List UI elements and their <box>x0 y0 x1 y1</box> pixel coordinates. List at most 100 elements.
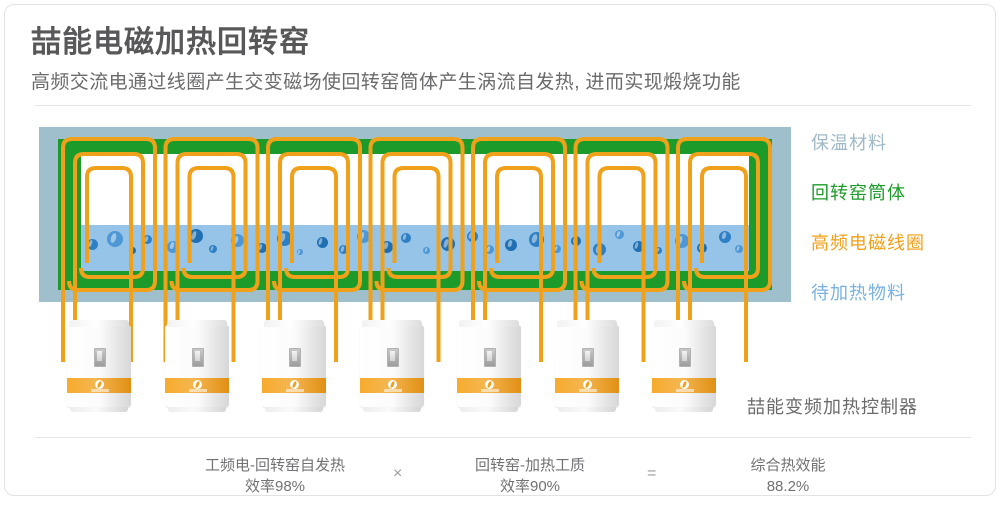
formula-term-1: 工频电-回转窑自发热 效率98% <box>165 455 385 497</box>
material-particle <box>107 231 123 247</box>
controller-brand-band <box>67 378 131 393</box>
formula-operator-multiply: × <box>393 465 403 482</box>
material-particle <box>143 235 152 244</box>
heating-controller-unit <box>457 320 521 412</box>
efficiency-formula: 工频电-回转窑自发热 效率98% × 回转窑-加热工质 效率90% = 综合热效… <box>35 449 971 499</box>
controller-top-cap <box>459 320 519 327</box>
material-particle <box>633 241 644 252</box>
controller-body <box>164 325 229 407</box>
heating-controller-unit <box>262 320 326 412</box>
controller-top-cap <box>264 320 324 327</box>
material-particle <box>357 230 370 243</box>
formula-term-1-line2: 效率98% <box>244 478 306 495</box>
diagram-card: 喆能电磁加热回转窑 高频交流电通过线圈产生交变磁场使回转窑筒体产生涡流自发热, … <box>4 4 996 496</box>
material-particle <box>129 247 136 254</box>
material-layer <box>81 225 749 271</box>
material-particle <box>615 230 624 239</box>
controller-display-icon <box>679 348 691 367</box>
controller-display-icon <box>289 348 301 367</box>
controller-body <box>554 325 619 407</box>
page-title: 喆能电磁加热回转窑 <box>31 26 310 59</box>
brand-logo-icon <box>485 380 494 389</box>
kiln-cavity <box>81 154 749 271</box>
material-particle <box>167 241 179 253</box>
material-particle <box>675 234 689 248</box>
brand-logo-icon <box>582 380 592 389</box>
controller-brand-band <box>164 378 229 393</box>
heating-controller-unit <box>164 320 229 412</box>
page-subtitle: 高频交流电通过线圈产生交变磁场使回转窑筒体产生涡流自发热, 进而实现煅烧功能 <box>31 72 741 93</box>
brand-logo-icon <box>95 380 104 389</box>
brand-wordmark <box>578 389 597 392</box>
formula-term-2: 回转窑-加热工质 效率90% <box>425 455 635 497</box>
formula-term-3: 综合热效能 88.2% <box>683 455 893 497</box>
controller-brand-band <box>652 378 716 393</box>
formula-result-line1: 综合热效能 <box>750 457 826 474</box>
divider-top <box>35 105 971 106</box>
brand-logo-icon <box>387 380 397 389</box>
controller-brand-band <box>554 378 619 393</box>
controller-brand-band <box>457 378 521 393</box>
controller-display-icon <box>94 348 106 367</box>
formula-operator-equals: = <box>647 465 657 482</box>
heating-controller-unit <box>67 320 131 412</box>
divider-bottom <box>35 437 971 438</box>
heating-controller-unit <box>554 320 619 412</box>
heating-controller-unit <box>359 320 424 412</box>
controller-body <box>457 325 521 407</box>
kiln-cross-section <box>39 127 791 302</box>
controller-base <box>265 407 323 412</box>
material-particle <box>317 237 328 248</box>
formula-result-line2: 88.2% <box>766 478 810 495</box>
controller-top-cap <box>166 320 227 327</box>
material-particle <box>423 247 430 254</box>
brand-wordmark <box>676 389 694 392</box>
material-particle <box>655 247 662 254</box>
legend-item-insulation: 保温材料 <box>811 133 887 153</box>
material-particle <box>189 229 203 243</box>
controller-body <box>67 325 131 407</box>
legend-item-material: 待加热物料 <box>811 283 906 303</box>
formula-term-2-line2: 效率90% <box>499 478 561 495</box>
controller-body <box>262 325 326 407</box>
material-particle <box>277 231 292 246</box>
material-particle <box>441 237 455 251</box>
heating-controller-unit <box>652 320 716 412</box>
controller-base <box>557 407 616 412</box>
material-particle <box>571 236 581 246</box>
brand-wordmark <box>91 389 109 392</box>
material-particle <box>719 231 731 243</box>
brand-wordmark <box>383 389 402 392</box>
controller-base <box>167 407 226 412</box>
brand-wordmark <box>286 389 304 392</box>
material-particle <box>381 241 393 253</box>
controller-body <box>359 325 424 407</box>
formula-term-2-line1: 回转窑-加热工质 <box>475 457 585 474</box>
brand-wordmark <box>481 389 499 392</box>
material-particle <box>485 245 494 254</box>
controller-base <box>362 407 421 412</box>
controller-base <box>70 407 128 412</box>
brand-logo-icon <box>680 380 689 389</box>
controller-body <box>652 325 716 407</box>
material-particle <box>87 239 98 250</box>
controller-display-icon <box>386 348 399 367</box>
material-particle <box>401 233 411 243</box>
material-particle <box>529 232 544 247</box>
controller-display-icon <box>484 348 496 367</box>
material-particle <box>553 245 561 253</box>
material-particle <box>297 249 303 255</box>
controller-base <box>655 407 713 412</box>
legend-item-kiln-shell: 回转窑筒体 <box>811 183 906 203</box>
controller-top-cap <box>361 320 422 327</box>
controller-display-icon <box>581 348 594 367</box>
formula-term-1-line1: 工频电-回转窑自发热 <box>205 457 345 474</box>
brand-wordmark <box>188 389 207 392</box>
controller-brand-band <box>262 378 326 393</box>
material-particle <box>209 245 217 253</box>
material-particle <box>231 234 244 247</box>
controller-display-icon <box>191 348 204 367</box>
material-particle <box>339 245 348 254</box>
controller-brand-band <box>359 378 424 393</box>
controller-label: 喆能变频加热控制器 <box>747 397 918 417</box>
